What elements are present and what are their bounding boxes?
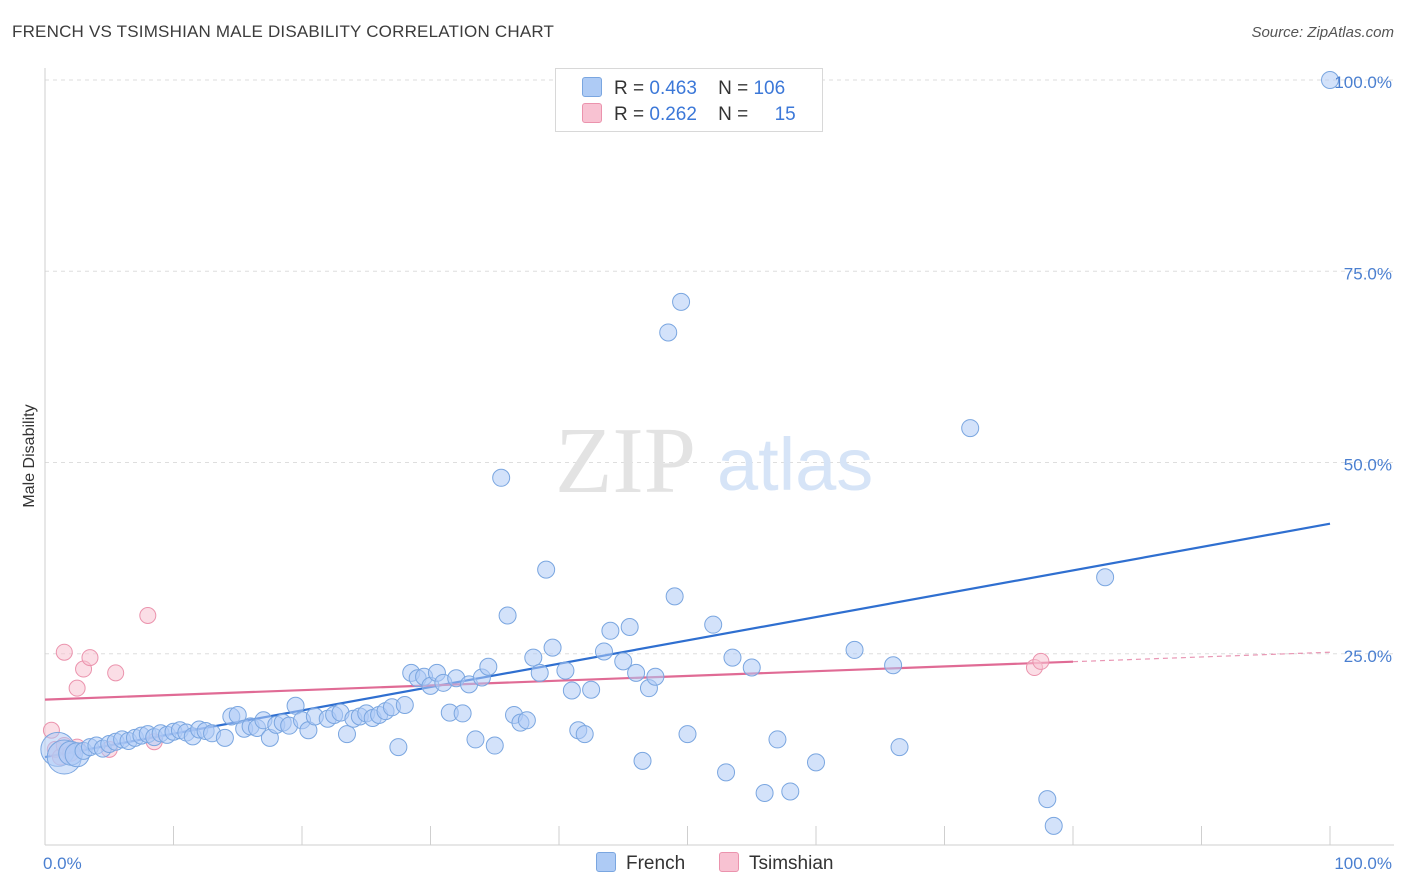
french-point bbox=[665, 587, 684, 606]
x-tick-label: 100.0% bbox=[1334, 854, 1392, 873]
french-point bbox=[530, 663, 549, 682]
french-point bbox=[614, 652, 633, 671]
french-point bbox=[717, 763, 736, 782]
legend-r-value-french: 0.463 bbox=[649, 78, 697, 99]
french-point bbox=[704, 615, 723, 634]
legend-n-label: N = bbox=[718, 104, 749, 125]
french-swatch-icon bbox=[582, 77, 602, 97]
french-point bbox=[389, 738, 408, 757]
y-tick-label: 75.0% bbox=[1344, 264, 1392, 283]
chart-title: FRENCH VS TSIMSHIAN MALE DISABILITY CORR… bbox=[12, 22, 555, 41]
french-point bbox=[498, 606, 517, 625]
series-legend: French Tsimshian bbox=[0, 852, 1406, 876]
french-point bbox=[453, 704, 472, 723]
french-point bbox=[890, 738, 909, 757]
french-point bbox=[723, 648, 742, 667]
french-point bbox=[1096, 568, 1115, 587]
stats-legend: R = 0.463 N = 106 R = 0.262 N = 15 bbox=[555, 68, 823, 132]
french-swatch-icon bbox=[596, 852, 616, 872]
french-point bbox=[884, 656, 903, 675]
legend-n-value-french: 106 bbox=[753, 78, 786, 99]
french-point bbox=[466, 730, 485, 749]
french-point bbox=[575, 725, 594, 744]
french-point bbox=[337, 725, 356, 744]
tsimshian-point bbox=[55, 643, 73, 661]
french-point bbox=[742, 658, 761, 677]
french-point bbox=[543, 638, 562, 657]
french-point bbox=[678, 725, 697, 744]
french-point bbox=[620, 617, 639, 636]
french-point bbox=[672, 292, 691, 311]
legend-r-value-tsimshian: 0.262 bbox=[649, 104, 697, 125]
tsimshian-point bbox=[107, 664, 125, 682]
y-tick-label: 100.0% bbox=[1334, 73, 1392, 92]
french-point bbox=[485, 736, 504, 755]
legend-label-tsimshian: Tsimshian bbox=[749, 853, 834, 874]
legend-item-french[interactable]: French bbox=[596, 852, 685, 875]
french-point bbox=[1038, 790, 1057, 809]
french-point bbox=[1321, 71, 1339, 89]
legend-item-tsimshian[interactable]: Tsimshian bbox=[719, 852, 833, 875]
legend-label-french: French bbox=[626, 853, 686, 874]
french-point bbox=[768, 730, 787, 749]
french-point bbox=[492, 468, 511, 487]
french-point bbox=[845, 640, 864, 659]
tsimshian-point bbox=[139, 607, 157, 624]
french-point bbox=[659, 323, 678, 342]
tsimshian-point bbox=[81, 649, 99, 667]
legend-n-value-tsimshian: 15 bbox=[774, 104, 796, 125]
french-point bbox=[524, 648, 543, 667]
french-point bbox=[562, 681, 581, 700]
french-point bbox=[781, 782, 800, 801]
french-point bbox=[556, 661, 575, 680]
chart-source: Source: ZipAtlas.com bbox=[1251, 24, 1394, 41]
french-point bbox=[755, 783, 774, 802]
legend-row-french: R = 0.463 N = 106 bbox=[582, 77, 785, 99]
tsimshian-swatch-icon bbox=[582, 103, 602, 123]
french-point bbox=[395, 696, 414, 715]
axes bbox=[44, 68, 1394, 846]
french-point bbox=[215, 728, 234, 747]
french-point bbox=[633, 751, 652, 770]
french-point bbox=[601, 621, 620, 640]
tsimshian-trend-line bbox=[44, 660, 1074, 701]
french-point bbox=[582, 680, 601, 699]
legend-r-label: R = bbox=[614, 104, 645, 125]
french-point bbox=[646, 667, 665, 686]
y-axis-label: Male Disability bbox=[21, 404, 38, 507]
legend-row-tsimshian: R = 0.262 N = 15 bbox=[582, 103, 796, 125]
legend-n-label: N = bbox=[718, 78, 749, 99]
gridlines bbox=[45, 79, 1394, 655]
y-tick-label: 50.0% bbox=[1344, 456, 1392, 475]
x-tick-label: 0.0% bbox=[43, 854, 82, 873]
tsimshian-point bbox=[1032, 652, 1050, 670]
tsimshian-point bbox=[68, 679, 86, 697]
french-point bbox=[627, 663, 646, 682]
french-point bbox=[479, 657, 498, 676]
french-point bbox=[537, 560, 556, 579]
french-point bbox=[807, 753, 825, 772]
watermark-zip: ZIP bbox=[555, 409, 696, 513]
french-point bbox=[961, 419, 980, 438]
tick-labels: 25.0% 50.0% 75.0% 100.0% 0.0% 100.0% bbox=[43, 73, 1392, 873]
watermark-atlas: atlas bbox=[717, 423, 873, 506]
tsimshian-trend-extension bbox=[1072, 651, 1331, 663]
y-tick-label: 25.0% bbox=[1344, 647, 1392, 666]
french-point bbox=[1044, 816, 1063, 835]
points-french bbox=[40, 71, 1339, 835]
tsimshian-swatch-icon bbox=[719, 852, 739, 872]
french-point bbox=[517, 711, 536, 730]
french-point bbox=[594, 642, 613, 661]
legend-r-label: R = bbox=[614, 78, 645, 99]
